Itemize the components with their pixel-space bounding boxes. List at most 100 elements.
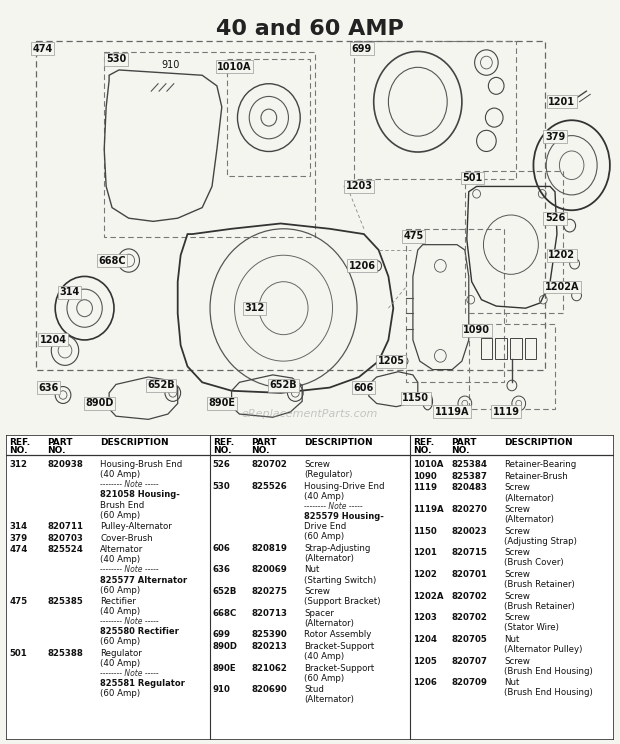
Text: Brush End: Brush End <box>100 501 144 510</box>
Text: 825388: 825388 <box>48 649 84 658</box>
Text: Screw: Screw <box>505 505 530 514</box>
Text: 501: 501 <box>463 173 483 183</box>
Text: 379: 379 <box>545 132 565 141</box>
Text: NO.: NO. <box>414 446 432 455</box>
Text: 825387: 825387 <box>451 472 487 481</box>
Text: 825390: 825390 <box>251 630 287 639</box>
Text: (60 Amp): (60 Amp) <box>100 638 141 647</box>
Text: 910: 910 <box>162 60 180 70</box>
Text: 606: 606 <box>354 382 374 393</box>
Text: (60 Amp): (60 Amp) <box>100 510 141 519</box>
Text: NO.: NO. <box>213 446 231 455</box>
Bar <box>480 338 492 359</box>
Text: 1119A: 1119A <box>414 505 444 514</box>
Text: Bracket-Support: Bracket-Support <box>304 642 374 651</box>
Text: Screw: Screw <box>505 527 530 536</box>
Text: 474: 474 <box>9 545 28 554</box>
Text: (40 Amp): (40 Amp) <box>100 470 141 479</box>
Text: 825384: 825384 <box>451 461 487 469</box>
Text: Screw: Screw <box>505 657 530 666</box>
Text: (Alternator): (Alternator) <box>505 515 554 525</box>
Text: 526: 526 <box>545 214 565 223</box>
Text: 820707: 820707 <box>451 657 487 666</box>
Text: 820213: 820213 <box>251 642 287 651</box>
Text: REF.: REF. <box>414 438 435 447</box>
Text: (Alternator): (Alternator) <box>304 554 354 563</box>
Text: 820819: 820819 <box>251 544 287 553</box>
Text: 820709: 820709 <box>451 679 487 687</box>
Text: (40 Amp): (40 Amp) <box>100 659 141 668</box>
Text: 1119A: 1119A <box>435 407 469 417</box>
Text: 1205: 1205 <box>414 657 437 666</box>
Text: (Brush Retainer): (Brush Retainer) <box>505 580 575 589</box>
Text: 1201: 1201 <box>548 97 575 106</box>
Text: 668C: 668C <box>213 609 237 618</box>
Text: 1150: 1150 <box>414 527 437 536</box>
Bar <box>227 60 310 176</box>
Text: 825524: 825524 <box>48 545 84 554</box>
Text: 314: 314 <box>60 287 80 298</box>
Text: 1119: 1119 <box>414 484 437 493</box>
Text: 910: 910 <box>213 685 231 694</box>
Text: 501: 501 <box>9 649 27 658</box>
Text: Spacer: Spacer <box>304 609 334 618</box>
Text: 825385: 825385 <box>48 597 83 606</box>
Text: 821062: 821062 <box>251 664 287 673</box>
Text: Nut: Nut <box>505 679 520 687</box>
Text: 314: 314 <box>9 522 27 531</box>
Text: 40 and 60 AMP: 40 and 60 AMP <box>216 19 404 39</box>
Text: 312: 312 <box>244 304 264 313</box>
Text: Bracket-Support: Bracket-Support <box>304 664 374 673</box>
Text: 652B: 652B <box>270 380 298 391</box>
Bar <box>525 338 536 359</box>
Text: (Regulator): (Regulator) <box>304 470 352 479</box>
Text: eReplacementParts.com: eReplacementParts.com <box>242 409 378 419</box>
Text: 652B: 652B <box>213 587 237 596</box>
Text: 820715: 820715 <box>451 548 487 557</box>
Text: (Brush End Housing): (Brush End Housing) <box>505 688 593 697</box>
Text: 1010A: 1010A <box>414 461 444 469</box>
Bar <box>495 338 507 359</box>
Text: (60 Amp): (60 Amp) <box>304 674 344 683</box>
Text: 606: 606 <box>213 544 231 553</box>
Text: 825579 Housing-: 825579 Housing- <box>304 512 384 521</box>
Text: 820023: 820023 <box>451 527 487 536</box>
Text: Cover-Brush: Cover-Brush <box>100 533 153 543</box>
Text: 474: 474 <box>32 44 53 54</box>
Text: 820275: 820275 <box>251 587 287 596</box>
Text: 825581 Regulator: 825581 Regulator <box>100 679 185 688</box>
Text: 820483: 820483 <box>451 484 487 493</box>
Text: 825577 Alternator: 825577 Alternator <box>100 576 187 585</box>
Text: 825526: 825526 <box>251 482 287 491</box>
Text: (Alternator): (Alternator) <box>505 493 554 502</box>
Text: 1203: 1203 <box>345 182 373 191</box>
Text: 475: 475 <box>9 597 27 606</box>
Text: 820703: 820703 <box>48 533 84 543</box>
Text: (Adjusting Strap): (Adjusting Strap) <box>505 537 577 546</box>
Text: 526: 526 <box>213 461 231 469</box>
Text: (Starting Switch): (Starting Switch) <box>304 576 376 585</box>
Text: 1204: 1204 <box>40 335 67 345</box>
Text: 1206: 1206 <box>348 261 376 271</box>
Text: (60 Amp): (60 Amp) <box>100 586 141 594</box>
Text: NO.: NO. <box>9 446 28 455</box>
Text: 821058 Housing-: 821058 Housing- <box>100 490 180 499</box>
Text: 890D: 890D <box>85 399 113 408</box>
Text: 1204: 1204 <box>414 635 437 644</box>
Bar <box>35 42 545 370</box>
Text: -------- Note -----: -------- Note ----- <box>100 618 159 626</box>
Text: Stud: Stud <box>304 685 324 694</box>
Text: 820705: 820705 <box>451 635 487 644</box>
Text: -------- Note -----: -------- Note ----- <box>304 502 363 511</box>
Text: 1090: 1090 <box>414 472 437 481</box>
Text: NO.: NO. <box>251 446 270 455</box>
Text: REF.: REF. <box>9 438 30 447</box>
Text: 668C: 668C <box>98 255 126 266</box>
Text: Drive End: Drive End <box>304 522 346 531</box>
Text: Rotor Assembly: Rotor Assembly <box>304 630 371 639</box>
Bar <box>469 324 555 408</box>
Text: 820702: 820702 <box>451 591 487 600</box>
Text: Alternator: Alternator <box>100 545 144 554</box>
Text: 699: 699 <box>352 44 372 54</box>
Text: 699: 699 <box>213 630 231 639</box>
